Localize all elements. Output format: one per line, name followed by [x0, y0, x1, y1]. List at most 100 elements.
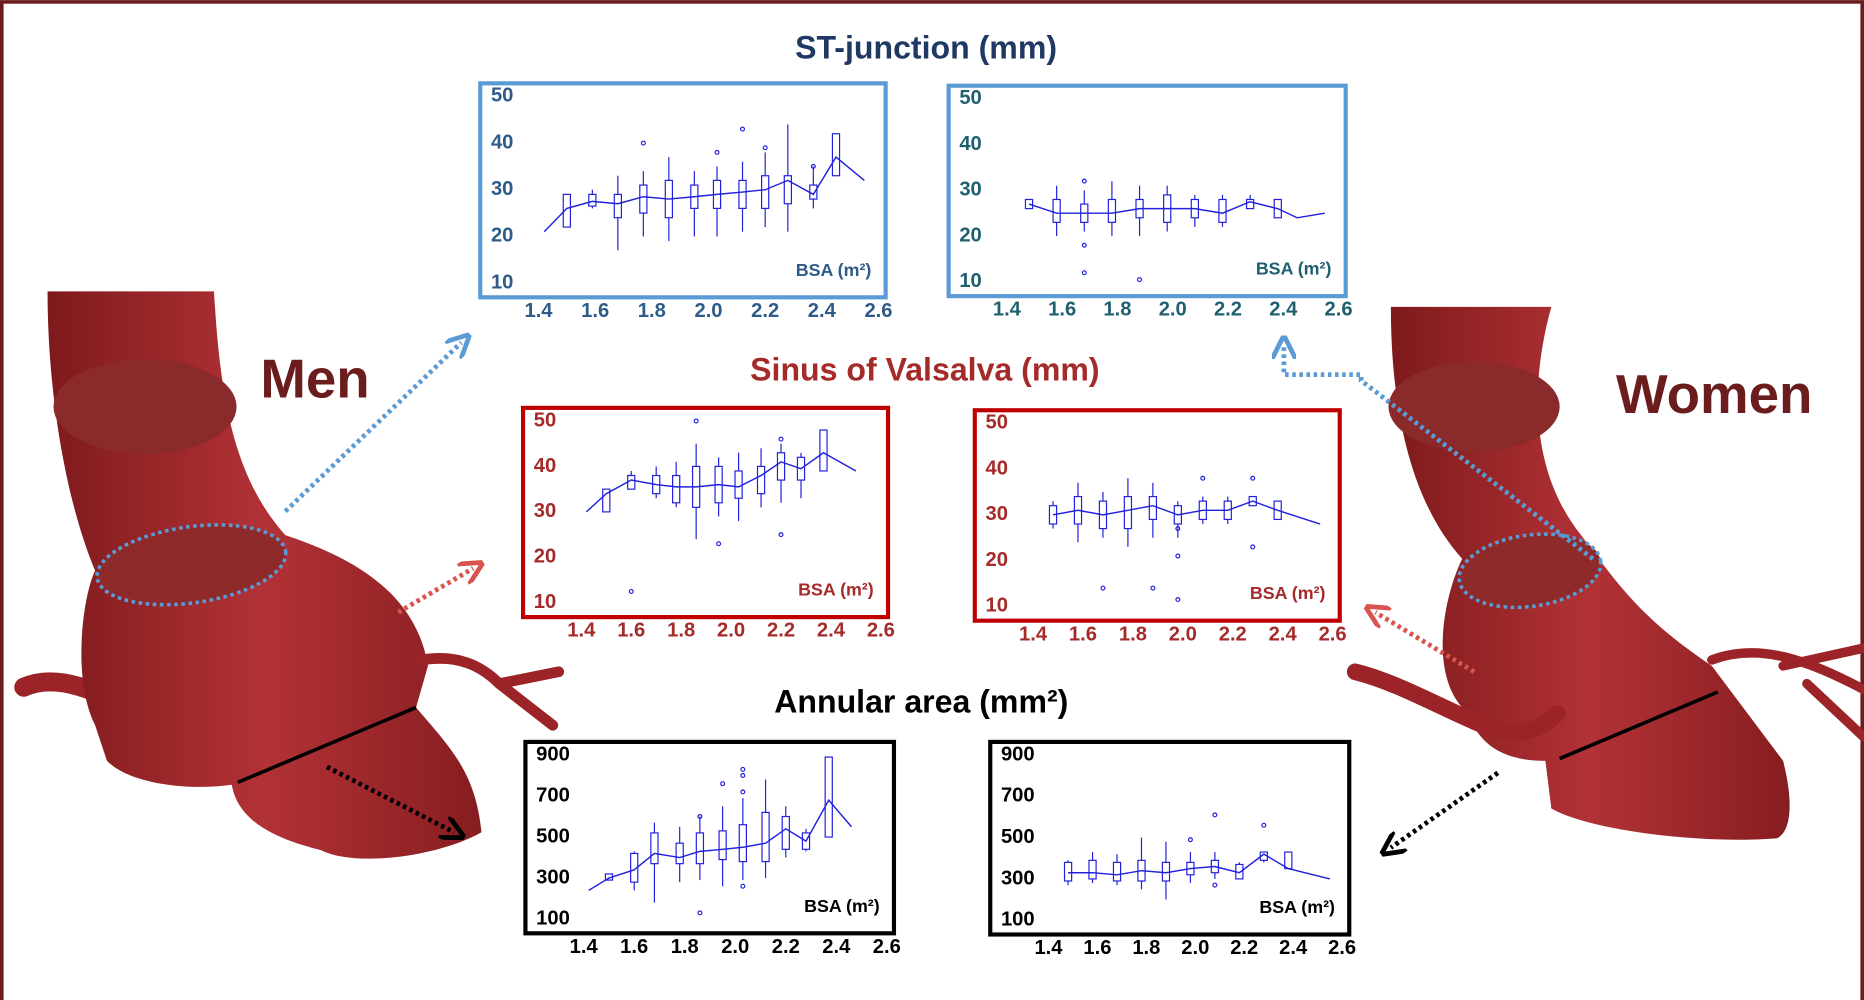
chart-frame [972, 408, 1342, 623]
outlier [740, 883, 746, 889]
x-tick-label: 2.2 [1219, 623, 1247, 645]
y-tick-label: 50 [491, 85, 513, 107]
x-tick-label: 1.6 [1069, 623, 1097, 645]
y-tick-label: 100 [1001, 909, 1035, 931]
outlier [778, 532, 784, 538]
box [1284, 851, 1293, 870]
x-tick-label: 1.8 [638, 300, 666, 322]
box [1052, 198, 1061, 223]
box [761, 811, 770, 863]
y-tick-label: 500 [1001, 826, 1035, 848]
x-tick-label: 1.6 [1083, 937, 1111, 959]
chart-frame [946, 83, 1348, 299]
box [695, 832, 705, 865]
men-aorta-illustration [14, 291, 565, 859]
outlier [1200, 475, 1206, 481]
x-tick-label: 2.0 [1181, 937, 1209, 959]
x-tick-label: 1.4 [993, 299, 1022, 321]
median-line [585, 451, 857, 513]
outlier [1187, 837, 1193, 843]
box [562, 193, 572, 228]
outlier [720, 781, 726, 787]
x-tick-label: 2.2 [1214, 299, 1242, 321]
x-tick-label: 1.8 [1103, 299, 1131, 321]
y-tick-label: 10 [985, 595, 1007, 617]
box [819, 429, 828, 472]
y-tick-label: 40 [534, 455, 556, 477]
box [588, 193, 597, 207]
chart: 100 300 500 700 900 1.4 1.6 1.8 2.0 2.2 2.4 2.6 BSA … [523, 739, 901, 958]
median-line [543, 155, 865, 233]
box [738, 179, 747, 209]
box [761, 175, 770, 209]
x-tick-label: 2.6 [864, 300, 892, 322]
outlier [1100, 585, 1106, 591]
chart-frame [478, 81, 888, 300]
x-tick-label: 2.4 [822, 936, 851, 958]
outlier [1137, 277, 1143, 283]
x-tick-label: 1.8 [1119, 623, 1147, 645]
section-title: ST-junction (mm) [795, 30, 1057, 66]
x-axis-label: BSA (m²) [798, 580, 874, 600]
y-tick-label: 20 [959, 224, 981, 246]
box [1218, 198, 1227, 223]
x-tick-label: 2.0 [1169, 623, 1197, 645]
outlier [740, 126, 746, 132]
arrows [283, 342, 1595, 847]
x-axis-label: BSA (m²) [1256, 259, 1332, 279]
x-axis-label: BSA (m²) [1250, 583, 1326, 603]
x-tick-label: 2.4 [808, 300, 837, 322]
box [1107, 198, 1117, 223]
x-tick-label: 2.2 [767, 620, 795, 642]
box [734, 470, 743, 499]
box [738, 824, 747, 863]
outlier [697, 814, 703, 820]
outlier [778, 436, 784, 442]
median-line [1052, 500, 1321, 525]
x-tick-label: 1.6 [581, 300, 609, 322]
y-tick-label: 10 [534, 591, 556, 613]
outlier [810, 163, 816, 169]
box [831, 133, 841, 177]
x-tick-label: 2.6 [867, 620, 895, 642]
outlier [640, 140, 646, 146]
outlier [1175, 553, 1181, 559]
x-tick-label: 2.0 [694, 300, 722, 322]
outlier [1175, 526, 1181, 532]
x-tick-label: 1.6 [1048, 299, 1076, 321]
outlier [740, 773, 746, 778]
x-tick-label: 1.6 [620, 936, 648, 958]
x-tick-label: 2.2 [1230, 937, 1258, 959]
outlier [1081, 242, 1087, 248]
median-line [1028, 201, 1325, 219]
y-tick-label: 40 [491, 131, 513, 153]
y-tick-label: 10 [491, 271, 513, 293]
chart: 10 20 30 40 50 1.4 1.6 1.8 2.0 2.2 2.4 2.6 BSA (m²) [972, 408, 1347, 645]
y-tick-label: 50 [959, 87, 981, 109]
box [650, 832, 659, 865]
x-tick-label: 2.2 [772, 936, 800, 958]
x-tick-label: 2.0 [721, 936, 749, 958]
outlier [1150, 585, 1156, 591]
y-tick-label: 100 [536, 907, 570, 929]
outlier [628, 588, 634, 594]
x-tick-label: 1.4 [570, 936, 599, 958]
box [776, 452, 786, 481]
x-tick-label: 1.4 [567, 620, 596, 642]
box [1063, 861, 1073, 882]
y-tick-label: 300 [1001, 867, 1035, 889]
outlier [1250, 475, 1256, 481]
box [602, 488, 611, 513]
box [639, 184, 648, 214]
x-axis-label: BSA (m²) [796, 260, 872, 280]
x-tick-label: 2.4 [1269, 623, 1298, 645]
x-tick-label: 2.0 [717, 620, 745, 642]
y-tick-label: 20 [534, 546, 556, 568]
outlier [697, 910, 703, 916]
outlier [740, 789, 746, 795]
men-label: Men [260, 347, 369, 409]
chart-frame [520, 405, 891, 620]
x-tick-label: 1.8 [671, 936, 699, 958]
y-tick-label: 900 [536, 743, 570, 765]
